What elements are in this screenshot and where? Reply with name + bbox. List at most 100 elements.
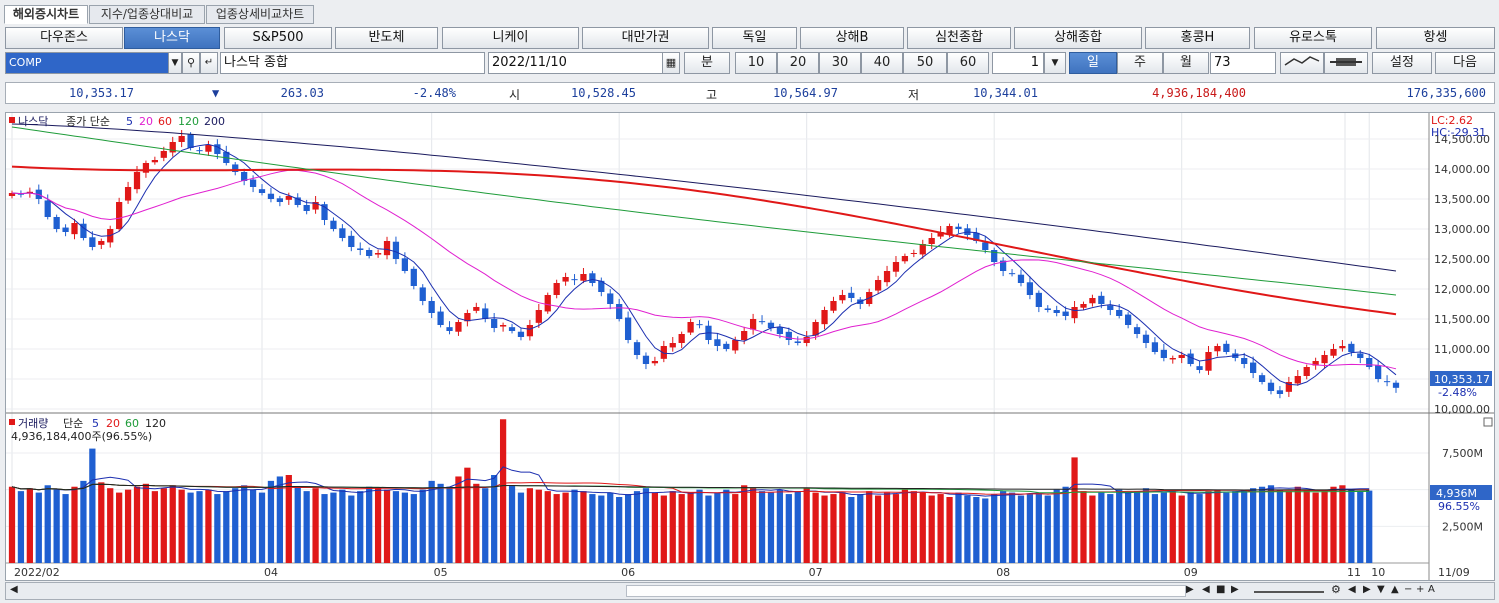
market-shanghai-b-button[interactable]: 상해B xyxy=(800,27,904,49)
calendar-icon[interactable]: ▦ xyxy=(662,52,680,74)
volume-bar xyxy=(1008,492,1016,563)
candle-body xyxy=(758,321,766,323)
volume-bar xyxy=(1098,492,1105,563)
interval-10-button[interactable]: 10 xyxy=(735,52,777,74)
candle-body xyxy=(892,262,900,272)
candle-body xyxy=(160,151,167,158)
next-button[interactable]: 다음 xyxy=(1435,52,1495,74)
market-semiconductor-button[interactable]: 반도체 xyxy=(335,27,438,49)
volume-bar xyxy=(98,482,105,563)
volume-panel-close-icon[interactable] xyxy=(1483,417,1493,427)
volume-bar xyxy=(482,488,489,563)
market-nikkei-button[interactable]: 니케이 xyxy=(442,27,579,49)
price-ma-label: 종가 단순 xyxy=(66,115,110,128)
chart-scrollbar[interactable]: ◀ ▶ ◀ ■ ▶ ⚙ ◀ ▶ ▼ ▲ − + A xyxy=(5,582,1495,600)
zoom-out-icon[interactable]: − xyxy=(1404,584,1413,595)
volume-bar xyxy=(276,476,283,563)
zoom-left-icon[interactable]: ◀ xyxy=(1348,584,1356,595)
stop-icon[interactable]: ■ xyxy=(1216,584,1226,595)
zoom-icon[interactable]: ⚙ xyxy=(1331,583,1341,596)
volume-bar xyxy=(1062,486,1069,563)
quote-change-pct: -2.48% xyxy=(412,86,456,100)
auto-icon[interactable]: A xyxy=(1428,584,1435,595)
volume-bar xyxy=(374,488,382,563)
interval-40-button[interactable]: 40 xyxy=(861,52,903,74)
volume-bar xyxy=(249,489,257,563)
search-icon[interactable]: ⚲ xyxy=(182,52,200,74)
date-input[interactable]: 2022/11/10 xyxy=(488,52,680,74)
scroll-left-icon[interactable]: ◀ xyxy=(10,584,18,595)
x-tick: 06 xyxy=(621,566,635,579)
chart-area[interactable]: 14,500.00 14,000.00 13,500.00 13,000.00 12,5… xyxy=(5,112,1495,581)
candle-body xyxy=(1035,292,1042,307)
volume-ma-label: 단순 xyxy=(63,417,83,430)
volume-info: 4,936,184,400주(96.55%) xyxy=(11,430,152,443)
interval-60-button[interactable]: 60 xyxy=(947,52,989,74)
hanja-toggle-icon[interactable]: ↵ xyxy=(200,52,218,74)
candle-body xyxy=(205,145,212,152)
period-month-button[interactable]: 월 xyxy=(1163,52,1209,74)
x-tick: 04 xyxy=(264,566,278,579)
candle-body xyxy=(374,253,382,255)
volume-bar xyxy=(205,489,212,563)
scroll-thumb[interactable] xyxy=(626,585,1186,597)
volume-bar xyxy=(919,492,926,563)
candle-body xyxy=(383,241,391,256)
market-hangseng-button[interactable]: 항셍 xyxy=(1376,27,1495,49)
volume-bar xyxy=(696,489,703,563)
settings-button[interactable]: 설정 xyxy=(1372,52,1432,74)
period-week-button[interactable]: 주 xyxy=(1117,52,1163,74)
volume-bar xyxy=(473,483,480,563)
candle-body xyxy=(276,198,283,202)
code-dropdown-icon[interactable]: ▼ xyxy=(168,52,182,74)
candle-body xyxy=(678,334,685,343)
candle-body xyxy=(80,223,87,238)
interval-50-button[interactable]: 50 xyxy=(903,52,947,74)
zoom-up-icon[interactable]: ▲ xyxy=(1391,584,1399,595)
zoom-right-icon[interactable]: ▶ xyxy=(1363,584,1371,595)
market-taiwan-button[interactable]: 대만가권 xyxy=(582,27,709,49)
candle-body xyxy=(562,277,569,282)
candle-settings-icon[interactable] xyxy=(1324,52,1368,74)
market-sp500-button[interactable]: S&P500 xyxy=(224,27,332,49)
scroll-right-icon[interactable]: ▶ xyxy=(1186,584,1194,595)
volume-bar xyxy=(705,495,712,563)
volume-bar xyxy=(517,492,525,563)
market-eurostoxx-button[interactable]: 유로스톡 xyxy=(1254,27,1372,49)
count-input[interactable]: 73 xyxy=(1210,52,1276,74)
volume-bar xyxy=(571,489,578,563)
candle-body xyxy=(982,242,989,250)
period-day-button[interactable]: 일 xyxy=(1069,52,1117,74)
market-dow-button[interactable]: 다우존스 xyxy=(5,27,123,49)
candle-body xyxy=(776,327,784,334)
zoom-down-icon[interactable]: ▼ xyxy=(1377,584,1385,595)
market-hongkong-h-button[interactable]: 홍콩H xyxy=(1145,27,1250,49)
market-shenzhen-button[interactable]: 심천종합 xyxy=(907,27,1011,49)
volume-bar xyxy=(723,489,730,563)
volume-bar xyxy=(1089,495,1096,563)
candle-body xyxy=(1258,375,1266,382)
code-input[interactable]: COMP xyxy=(5,52,170,74)
candle-body xyxy=(473,307,480,311)
zoom-slider[interactable] xyxy=(1254,591,1324,593)
quote-price: 10,353.17 xyxy=(68,86,134,100)
play-back-icon[interactable]: ◀ xyxy=(1202,584,1210,595)
candle-body xyxy=(446,327,453,331)
volume-bar xyxy=(1133,491,1141,563)
spinner-dropdown-icon[interactable]: ▼ xyxy=(1044,52,1066,74)
market-nasdaq-button[interactable]: 나스닥 xyxy=(124,27,220,49)
unit-spinner[interactable]: 1 xyxy=(992,52,1044,74)
interval-30-button[interactable]: 30 xyxy=(819,52,861,74)
play-forward-icon[interactable]: ▶ xyxy=(1231,584,1239,595)
market-shanghai-button[interactable]: 상해종합 xyxy=(1014,27,1142,49)
zoom-in-icon[interactable]: + xyxy=(1416,584,1425,595)
tab-sector-detail[interactable]: 업종상세비교차트 xyxy=(206,5,314,24)
line-chart-icon[interactable] xyxy=(1280,52,1324,74)
tab-overseas-chart[interactable]: 해외증시차트 xyxy=(4,5,88,24)
candle-body xyxy=(98,241,105,245)
tab-index-compare[interactable]: 지수/업종상대비교 xyxy=(89,5,205,24)
candle-body xyxy=(901,256,909,262)
interval-20-button[interactable]: 20 xyxy=(777,52,819,74)
minute-button[interactable]: 분 xyxy=(684,52,730,74)
market-germany-button[interactable]: 독일 xyxy=(712,27,797,49)
